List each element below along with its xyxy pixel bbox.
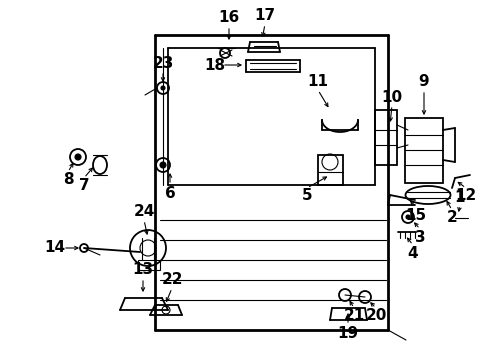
- Text: 11: 11: [308, 75, 328, 90]
- Text: 6: 6: [165, 185, 175, 201]
- Circle shape: [161, 86, 165, 90]
- Text: 24: 24: [133, 204, 155, 220]
- Text: 12: 12: [455, 189, 477, 203]
- Text: 18: 18: [204, 58, 225, 72]
- Text: 5: 5: [302, 189, 312, 203]
- Text: 8: 8: [63, 172, 74, 188]
- Text: 17: 17: [254, 9, 275, 23]
- Text: 14: 14: [45, 240, 66, 256]
- Text: 7: 7: [79, 179, 89, 194]
- Text: 16: 16: [219, 10, 240, 26]
- Text: 21: 21: [343, 309, 365, 324]
- Bar: [375, 110, 397, 165]
- Circle shape: [406, 215, 410, 219]
- Text: 10: 10: [381, 90, 403, 104]
- Bar: [318, 155, 343, 185]
- Text: 15: 15: [405, 207, 427, 222]
- Text: 2: 2: [446, 211, 457, 225]
- Text: 1: 1: [455, 189, 465, 204]
- Text: 20: 20: [366, 309, 387, 324]
- Text: 13: 13: [132, 262, 153, 278]
- Bar: [405, 118, 443, 183]
- Circle shape: [160, 162, 166, 168]
- Bar: [138, 260, 160, 270]
- Text: 4: 4: [408, 246, 418, 261]
- Circle shape: [75, 154, 81, 160]
- Text: 22: 22: [161, 273, 183, 288]
- Text: 19: 19: [338, 325, 359, 341]
- Text: 9: 9: [418, 75, 429, 90]
- Text: 3: 3: [415, 230, 425, 244]
- Text: 23: 23: [152, 55, 173, 71]
